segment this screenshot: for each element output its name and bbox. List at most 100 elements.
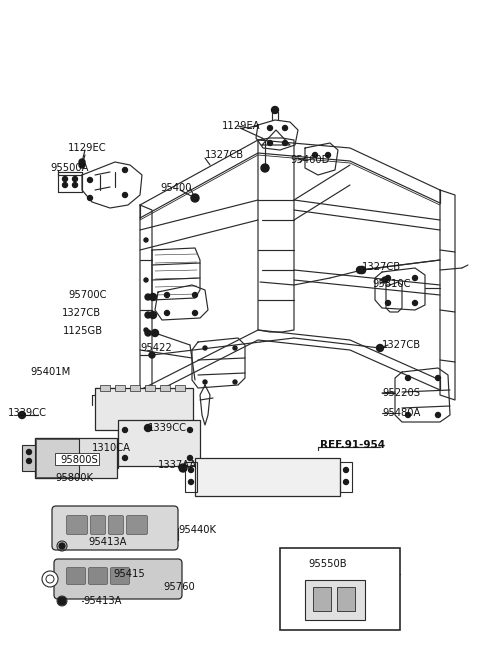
Text: 95800S: 95800S <box>60 455 98 465</box>
Circle shape <box>62 176 68 181</box>
Circle shape <box>72 183 77 187</box>
Text: 95413A: 95413A <box>88 537 127 547</box>
Circle shape <box>435 413 441 417</box>
Text: 95810C: 95810C <box>372 279 410 289</box>
Circle shape <box>203 380 207 384</box>
Text: 1310CA: 1310CA <box>92 443 131 453</box>
FancyBboxPatch shape <box>91 515 106 534</box>
FancyBboxPatch shape <box>54 559 182 599</box>
Circle shape <box>144 238 148 242</box>
Text: 1337AA: 1337AA <box>158 460 197 470</box>
Text: 95401M: 95401M <box>30 367 70 377</box>
Circle shape <box>79 162 85 168</box>
Bar <box>185 462 197 492</box>
Circle shape <box>144 328 148 332</box>
Circle shape <box>58 597 66 605</box>
Bar <box>55 453 99 465</box>
Circle shape <box>233 380 237 384</box>
Circle shape <box>152 329 158 337</box>
Circle shape <box>233 346 237 350</box>
Bar <box>280 548 400 630</box>
Text: 1129EC: 1129EC <box>68 143 107 153</box>
Text: 95550B: 95550B <box>308 559 347 569</box>
Circle shape <box>122 168 128 172</box>
Text: 1125GB: 1125GB <box>63 326 103 336</box>
Bar <box>175 385 185 391</box>
Circle shape <box>382 277 388 283</box>
Bar <box>115 385 125 391</box>
Text: 1327CB: 1327CB <box>362 262 401 272</box>
Circle shape <box>59 543 65 549</box>
FancyBboxPatch shape <box>110 567 130 584</box>
Bar <box>313 587 331 611</box>
Text: 1327CB: 1327CB <box>382 340 421 350</box>
Bar <box>337 587 355 611</box>
Circle shape <box>406 413 410 417</box>
Text: 1327CB: 1327CB <box>62 308 101 318</box>
Circle shape <box>203 346 207 350</box>
Circle shape <box>79 159 85 165</box>
Bar <box>195 458 340 496</box>
Circle shape <box>406 375 410 381</box>
Circle shape <box>188 455 192 460</box>
Circle shape <box>26 458 32 464</box>
Circle shape <box>188 428 192 432</box>
FancyBboxPatch shape <box>88 567 108 584</box>
Circle shape <box>435 375 441 381</box>
Text: 95400: 95400 <box>160 183 192 193</box>
Text: 1339CC: 1339CC <box>8 408 47 418</box>
Circle shape <box>165 310 169 316</box>
Bar <box>130 385 140 391</box>
Circle shape <box>283 126 288 130</box>
Bar <box>305 580 365 620</box>
Circle shape <box>19 411 25 419</box>
Circle shape <box>412 301 418 305</box>
FancyBboxPatch shape <box>67 515 87 534</box>
Text: 95415: 95415 <box>113 569 145 579</box>
Text: 95460D: 95460D <box>290 155 329 165</box>
FancyBboxPatch shape <box>108 515 123 534</box>
Text: 95422: 95422 <box>140 343 172 353</box>
Circle shape <box>122 428 128 432</box>
Circle shape <box>149 312 156 318</box>
Circle shape <box>344 479 348 485</box>
Bar <box>95 388 193 430</box>
Circle shape <box>359 267 365 274</box>
Circle shape <box>191 194 199 202</box>
Circle shape <box>192 293 197 297</box>
Circle shape <box>357 267 363 274</box>
Circle shape <box>261 164 269 172</box>
Circle shape <box>283 141 288 145</box>
Text: 1327CB: 1327CB <box>205 150 244 160</box>
Circle shape <box>189 468 193 472</box>
Circle shape <box>122 193 128 198</box>
Bar <box>100 385 110 391</box>
Circle shape <box>144 424 152 432</box>
Circle shape <box>267 141 273 145</box>
Circle shape <box>272 107 278 113</box>
Text: 95413A: 95413A <box>83 596 121 606</box>
Circle shape <box>165 293 169 297</box>
Circle shape <box>385 301 391 305</box>
Text: 1339CC: 1339CC <box>148 423 187 433</box>
Bar <box>35 438 117 478</box>
Circle shape <box>72 176 77 181</box>
Circle shape <box>144 278 148 282</box>
Circle shape <box>412 276 418 280</box>
Text: 95480A: 95480A <box>382 408 420 418</box>
Ellipse shape <box>42 571 58 587</box>
Circle shape <box>87 195 93 200</box>
Circle shape <box>145 294 151 300</box>
Text: 95500A: 95500A <box>50 163 88 173</box>
Circle shape <box>179 464 187 472</box>
Text: 95700C: 95700C <box>68 290 107 300</box>
Text: 95220S: 95220S <box>382 388 420 398</box>
Circle shape <box>149 293 156 301</box>
Text: 1129EA: 1129EA <box>222 121 261 131</box>
Text: 95760: 95760 <box>163 582 195 592</box>
Circle shape <box>344 468 348 472</box>
Circle shape <box>145 330 151 336</box>
Circle shape <box>359 267 365 274</box>
Bar <box>160 385 170 391</box>
Bar <box>145 385 155 391</box>
